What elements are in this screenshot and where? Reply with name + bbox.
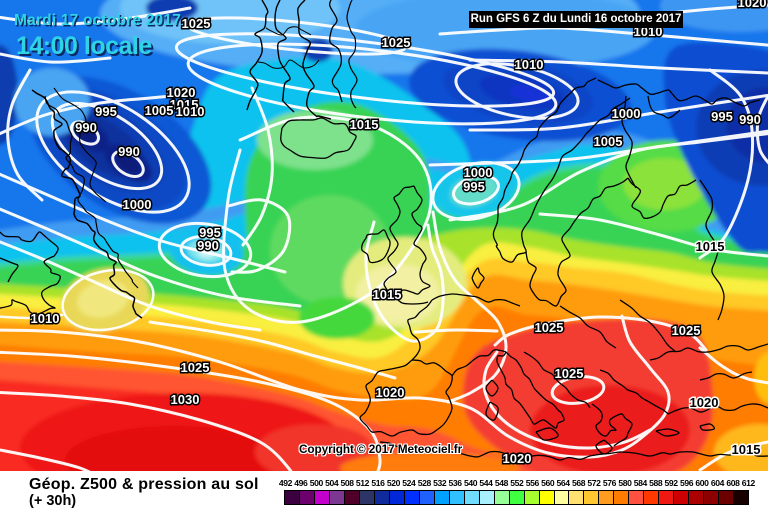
svg-text:1015: 1015 [732,442,761,457]
svg-text:990: 990 [197,238,219,253]
svg-text:1010: 1010 [31,311,60,326]
svg-text:995: 995 [95,104,117,119]
svg-text:1010: 1010 [176,104,205,119]
svg-text:1015: 1015 [373,287,402,302]
svg-text:1000: 1000 [123,197,152,212]
svg-text:1005: 1005 [145,103,174,118]
svg-text:1010: 1010 [515,57,544,72]
svg-text:1025: 1025 [182,16,211,31]
svg-text:1015: 1015 [350,117,379,132]
svg-text:1005: 1005 [594,134,623,149]
svg-text:1025: 1025 [181,360,210,375]
svg-text:1025: 1025 [672,323,701,338]
svg-text:995: 995 [711,109,733,124]
svg-text:1030: 1030 [171,392,200,407]
svg-text:1025: 1025 [382,35,411,50]
svg-text:995: 995 [199,225,221,240]
svg-text:1015: 1015 [170,97,199,112]
svg-text:1025: 1025 [555,366,584,381]
svg-text:1020: 1020 [376,385,405,400]
svg-text:990: 990 [118,144,140,159]
svg-text:1020: 1020 [167,85,196,100]
svg-text:1020: 1020 [690,395,719,410]
svg-text:1025: 1025 [535,320,564,335]
svg-text:995: 995 [463,179,485,194]
svg-text:1020: 1020 [503,451,532,466]
svg-text:990: 990 [739,112,761,127]
svg-text:1000: 1000 [612,106,641,121]
svg-text:1000: 1000 [464,165,493,180]
svg-text:1020: 1020 [738,0,767,10]
svg-text:1015: 1015 [696,239,725,254]
svg-text:990: 990 [75,120,97,135]
